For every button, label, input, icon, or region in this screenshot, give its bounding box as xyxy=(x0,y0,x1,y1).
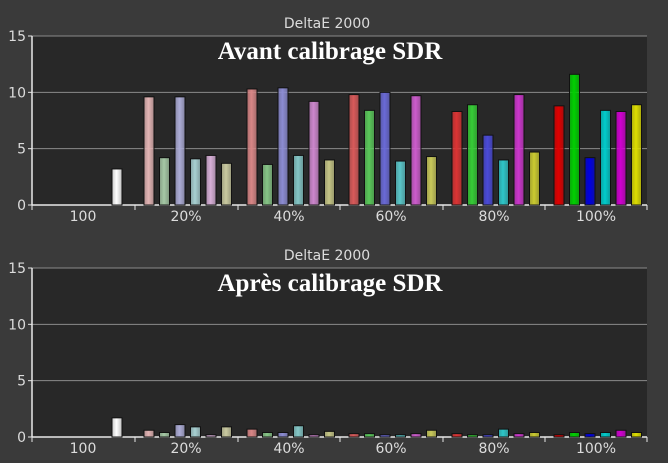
bar-80%-6 xyxy=(529,151,540,206)
bar-20%-6 xyxy=(221,162,232,206)
bar-80%-2 xyxy=(467,104,478,206)
bar-80%-3 xyxy=(482,134,494,206)
bar-20%-1 xyxy=(143,429,155,438)
x-tick-label: 100% xyxy=(576,441,616,457)
bar-80%-5 xyxy=(513,433,525,438)
bar-100%-5 xyxy=(615,110,627,206)
plot-area xyxy=(32,36,647,205)
bar-20%-5 xyxy=(205,434,217,438)
bar-40%-4 xyxy=(293,154,304,206)
bar-40%-3 xyxy=(277,87,289,206)
bar-40%-2 xyxy=(262,431,273,438)
chart-title: DeltaE 2000 xyxy=(284,248,370,264)
bar-100%-4 xyxy=(600,431,611,438)
bar-40%-3 xyxy=(277,431,289,438)
bar-80%-4 xyxy=(498,159,509,206)
bar-100%-1 xyxy=(553,105,565,206)
bar-20%-1 xyxy=(143,96,155,206)
bar-40%-6 xyxy=(324,430,335,438)
bar-40%-2 xyxy=(262,163,273,206)
y-tick-label: 15 xyxy=(8,261,26,277)
bar-40%-5 xyxy=(308,100,320,206)
bar-40%-1 xyxy=(246,88,258,206)
overlay-title: Après calibrage SDR xyxy=(218,270,444,297)
bar-100%-5 xyxy=(615,429,627,438)
x-tick-label: 80% xyxy=(478,209,509,225)
bar-60%-2 xyxy=(364,433,375,438)
y-tick-label: 0 xyxy=(17,198,26,214)
y-tick-label: 0 xyxy=(17,430,26,446)
bar-100-1 xyxy=(111,417,123,438)
y-tick-label: 5 xyxy=(17,374,26,390)
bar-60%-4 xyxy=(395,434,406,438)
plot-area xyxy=(32,268,647,437)
bar-20%-4 xyxy=(190,158,201,206)
y-tick-label: 15 xyxy=(8,29,26,45)
bar-20%-2 xyxy=(159,431,170,438)
bar-60%-5 xyxy=(410,95,422,206)
bar-40%-4 xyxy=(293,425,304,438)
bar-60%-3 xyxy=(379,91,391,206)
bar-100%-4 xyxy=(600,109,611,206)
bar-100%-2 xyxy=(569,431,580,438)
bar-20%-3 xyxy=(174,424,186,438)
bar-40%-1 xyxy=(246,428,258,438)
y-tick-label: 10 xyxy=(8,317,26,333)
bar-20%-2 xyxy=(159,157,170,206)
x-tick-label: 100 xyxy=(70,209,97,225)
bar-80%-4 xyxy=(498,428,509,438)
chart-title: DeltaE 2000 xyxy=(284,16,370,32)
y-tick-label: 10 xyxy=(8,85,26,101)
x-tick-label: 20% xyxy=(170,209,201,225)
bar-100%-2 xyxy=(569,73,580,206)
bar-100%-1 xyxy=(553,434,565,438)
bar-60%-1 xyxy=(348,433,360,438)
bar-100%-6 xyxy=(631,431,642,438)
bar-20%-4 xyxy=(190,426,201,438)
x-tick-label: 20% xyxy=(170,441,201,457)
x-tick-label: 60% xyxy=(375,209,406,225)
overlay-title: Avant calibrage SDR xyxy=(218,38,443,65)
bar-80%-3 xyxy=(482,434,494,438)
bar-100-1 xyxy=(111,168,123,206)
bar-100%-3 xyxy=(584,157,596,206)
bar-80%-2 xyxy=(467,434,478,438)
chart-panel-1: 0 5 10 15 100 20% 40% 60% 80% 100% DeltaE 2000 Avan… xyxy=(8,16,648,225)
bar-20%-6 xyxy=(221,426,232,438)
bar-80%-1 xyxy=(451,433,463,438)
bar-20%-3 xyxy=(174,96,186,206)
bar-60%-2 xyxy=(364,109,375,206)
bar-60%-6 xyxy=(426,429,437,438)
bar-60%-6 xyxy=(426,156,437,206)
x-tick-label: 100 xyxy=(70,441,97,457)
bar-80%-1 xyxy=(451,110,463,206)
bar-60%-4 xyxy=(395,160,406,206)
x-tick-label: 40% xyxy=(273,209,304,225)
x-tick-label: 100% xyxy=(576,209,616,225)
bar-60%-5 xyxy=(410,433,422,438)
x-tick-label: 80% xyxy=(478,441,509,457)
bar-60%-3 xyxy=(379,434,391,438)
x-tick-label: 40% xyxy=(273,441,304,457)
bar-80%-6 xyxy=(529,431,540,438)
y-tick-label: 5 xyxy=(17,142,26,158)
bar-60%-1 xyxy=(348,94,360,206)
x-tick-label: 60% xyxy=(375,441,406,457)
bar-40%-5 xyxy=(308,434,320,438)
chart-panel-2: 0 5 10 15 100 20% 40% 60% 80% 100% DeltaE 2000 Aprè… xyxy=(8,248,648,457)
bar-100%-6 xyxy=(631,104,642,206)
bar-20%-5 xyxy=(205,154,217,206)
bar-100%-3 xyxy=(584,433,596,438)
bar-80%-5 xyxy=(513,94,525,206)
bar-40%-6 xyxy=(324,159,335,206)
